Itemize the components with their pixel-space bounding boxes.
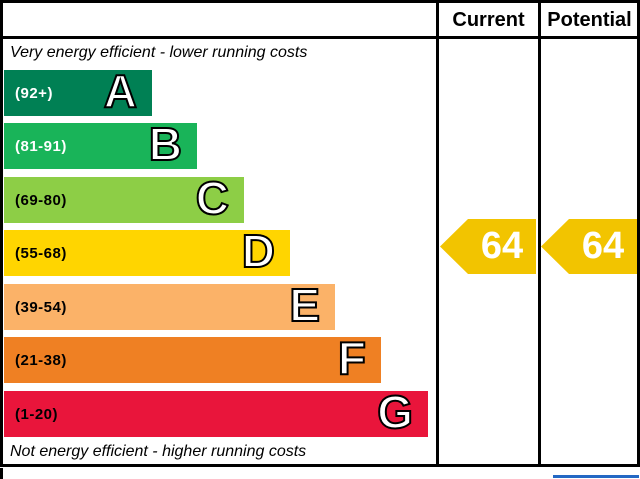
band-g: (1-20) G	[4, 385, 428, 439]
band-a: (92+) A	[4, 64, 152, 118]
current-rating-value: 64	[480, 225, 524, 267]
header-divider	[0, 36, 640, 39]
band-letter: F	[337, 331, 367, 385]
header-potential-label: Potential	[547, 9, 632, 31]
band-range-label: (1-20)	[15, 405, 59, 423]
potential-column-divider	[538, 0, 541, 467]
potential-rating-value: 64	[581, 225, 625, 267]
current-rating-arrow: 64	[440, 219, 536, 274]
band-c: (69-80) C	[4, 171, 244, 225]
band-letter: D	[241, 224, 276, 278]
band-range-label: (21-38)	[15, 351, 67, 369]
band-range-label: (81-91)	[15, 137, 67, 155]
band-range-label: (55-68)	[15, 244, 67, 262]
band-d: (55-68) D	[4, 224, 290, 278]
band-letter: B	[148, 117, 183, 171]
band-e: (39-54) E	[4, 278, 335, 332]
header-current-label: Current	[452, 9, 525, 31]
left-arrow-icon	[541, 219, 637, 274]
band-range-label: (92+)	[15, 84, 53, 102]
bottom-caption: Not energy efficient - higher running co…	[10, 443, 307, 460]
top-caption: Very energy efficient - lower running co…	[10, 44, 308, 61]
band-f: (21-38) F	[4, 331, 381, 385]
band-range-label: (69-80)	[15, 191, 67, 209]
band-letter: C	[195, 171, 230, 225]
current-column-divider	[436, 0, 439, 467]
band-b: (81-91) B	[4, 117, 197, 171]
left-arrow-icon	[440, 219, 536, 274]
band-letter: G	[376, 385, 414, 439]
cutoff-blue-underline	[553, 475, 639, 478]
cutoff-left-border	[0, 468, 3, 479]
potential-rating-arrow: 64	[541, 219, 637, 274]
band-range-label: (39-54)	[15, 298, 67, 316]
band-letter: E	[288, 278, 321, 332]
band-letter: A	[103, 64, 138, 118]
table-frame	[0, 0, 640, 467]
